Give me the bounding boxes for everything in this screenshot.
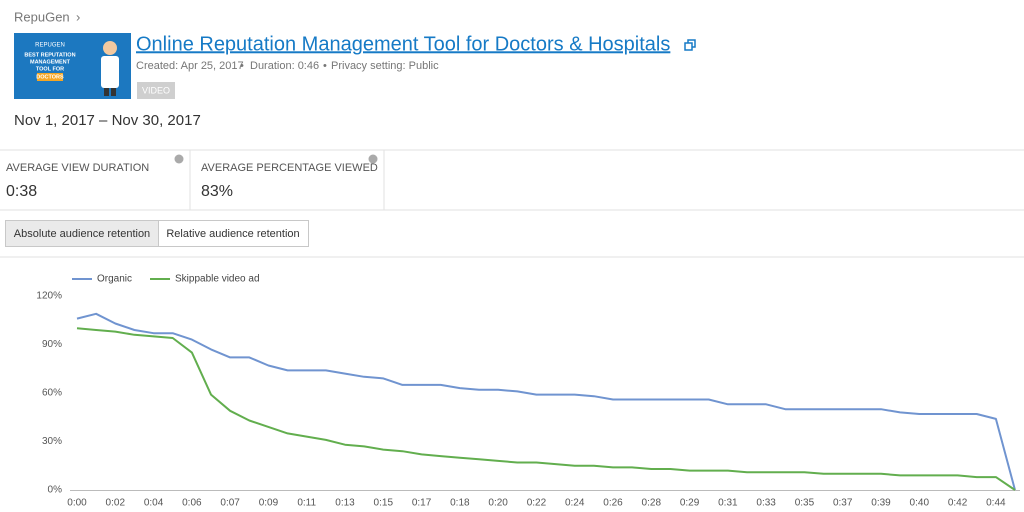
video-title[interactable]: Online Reputation Management Tool for Do… <box>136 33 670 55</box>
metric-label: AVERAGE VIEW DURATION <box>6 162 149 174</box>
x-tick-label: 0:04 <box>144 498 164 509</box>
breadcrumb[interactable]: RepuGen <box>14 9 70 24</box>
x-tick-label: 0:42 <box>948 498 968 509</box>
x-tick-label: 0:33 <box>756 498 776 509</box>
video-meta: Privacy setting: Public <box>331 60 439 72</box>
x-tick-label: 0:20 <box>488 498 508 509</box>
help-icon[interactable] <box>174 154 184 164</box>
x-tick-label: 0:18 <box>450 498 470 509</box>
thumbnail-brand: REPUGEN <box>35 43 65 49</box>
thumbnail-doctor-leg <box>104 88 109 96</box>
y-tick-label: 60% <box>42 388 62 399</box>
thumbnail[interactable]: REPUGEN BEST REPUTATION MANAGEMENT TOOL … <box>14 33 131 99</box>
thumbnail-doctor-leg <box>111 88 116 96</box>
legend-label: Organic <box>97 274 132 285</box>
x-tick-label: 0:06 <box>182 498 202 509</box>
icon-part <box>684 42 693 51</box>
thumbnail-line: BEST REPUTATION <box>24 52 75 58</box>
video-meta: Created: Apr 25, 2017 <box>136 60 244 72</box>
y-tick-label: 0% <box>48 485 63 496</box>
help-icon[interactable] <box>368 154 378 164</box>
x-tick-label: 0:44 <box>986 498 1006 509</box>
x-tick-label: 0:07 <box>220 498 240 509</box>
x-tick-label: 0:29 <box>680 498 700 509</box>
x-tick-label: 0:26 <box>603 498 623 509</box>
x-tick-label: 0:22 <box>527 498 547 509</box>
x-tick-label: 0:39 <box>871 498 891 509</box>
legend-label: Skippable video ad <box>175 274 260 285</box>
x-tick-label: 0:35 <box>795 498 815 509</box>
video-meta: Duration: 0:46 <box>250 60 319 72</box>
x-tick-label: 0:02 <box>106 498 126 509</box>
meta-separator: • <box>323 60 327 72</box>
metric-label: AVERAGE PERCENTAGE VIEWED <box>201 162 378 174</box>
thumbnail-tag <box>37 73 63 81</box>
thumbnail-line: DOCTORS <box>36 74 64 80</box>
series-line <box>76 327 1016 491</box>
meta-separator: • <box>240 60 244 72</box>
x-tick-label: 0:09 <box>259 498 279 509</box>
external-link-icon[interactable] <box>684 39 696 51</box>
x-tick-label: 0:11 <box>297 498 316 509</box>
x-tick-label: 0:40 <box>910 498 930 509</box>
y-tick-label: 120% <box>36 291 62 302</box>
x-tick-label: 0:17 <box>412 498 432 509</box>
y-tick-label: 30% <box>42 436 62 447</box>
x-tick-label: 0:00 <box>67 498 87 509</box>
x-tick-label: 0:13 <box>335 498 355 509</box>
thumbnail-line: TOOL FOR <box>36 66 64 72</box>
x-tick-label: 0:28 <box>642 498 662 509</box>
y-tick-label: 90% <box>42 339 62 350</box>
series-line <box>76 312 1016 491</box>
date-range[interactable]: Nov 1, 2017 – Nov 30, 2017 <box>14 112 201 129</box>
badge-bg <box>137 82 175 99</box>
tab-label: Relative audience retention <box>166 228 299 240</box>
breadcrumb-chevron: › <box>76 9 80 24</box>
x-tick-label: 0:24 <box>565 498 585 509</box>
x-tick-label: 0:15 <box>374 498 394 509</box>
thumbnail-doctor-head <box>103 41 117 55</box>
video-badge: VIDEO <box>142 85 170 95</box>
tab-label: Absolute audience retention <box>14 228 150 240</box>
metric-value: 83% <box>201 183 233 200</box>
tab-active[interactable] <box>5 220 159 247</box>
tab[interactable] <box>158 220 309 247</box>
metric-value: 0:38 <box>6 183 37 200</box>
x-tick-label: 0:31 <box>718 498 738 509</box>
x-tick-label: 0:37 <box>833 498 853 509</box>
thumbnail-line: MANAGEMENT <box>30 59 71 65</box>
chart: 0% 30% 60% 90% 120% 0:00 0:02 0:04 0:06 0:07 0:09 0… <box>36 274 1020 509</box>
thumbnail-doctor-coat <box>101 56 119 88</box>
